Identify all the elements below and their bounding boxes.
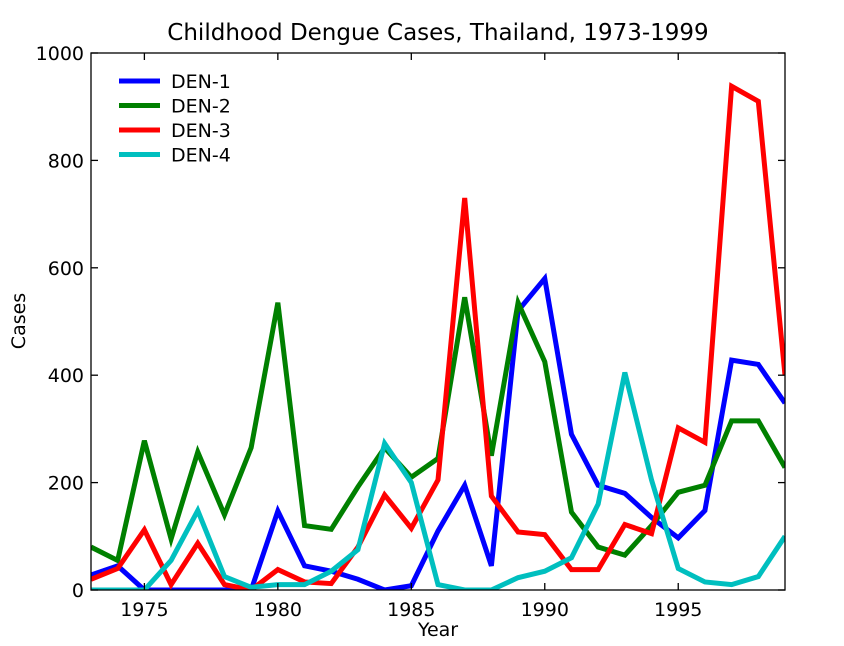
x-tick-label: 1980 bbox=[254, 599, 302, 621]
y-tick-label: 0 bbox=[72, 580, 84, 602]
plot-frame bbox=[90, 52, 786, 591]
x-tick-label: 1985 bbox=[387, 599, 435, 621]
plot-series bbox=[91, 82, 785, 590]
series-line-den-3 bbox=[91, 82, 785, 590]
y-tick-label: 800 bbox=[48, 150, 84, 172]
x-axis-label: Year bbox=[417, 619, 458, 641]
y-tick-label: 600 bbox=[48, 258, 84, 280]
x-tick-label: 1990 bbox=[521, 599, 569, 621]
legend-label-den-1: DEN-1 bbox=[171, 71, 231, 93]
legend-label-den-2: DEN-2 bbox=[171, 96, 231, 118]
legend-label-den-4: DEN-4 bbox=[171, 145, 231, 167]
legend-label-den-3: DEN-3 bbox=[171, 120, 231, 142]
x-tick-label: 1995 bbox=[654, 599, 702, 621]
y-axis-label: Cases bbox=[8, 293, 30, 349]
y-tick-label: 1000 bbox=[36, 43, 84, 65]
chart-title: Childhood Dengue Cases, Thailand, 1973-1… bbox=[167, 20, 708, 46]
axis-ticks: 1975 1980 1985 1990 1995 0 200 400 600 800 1000 bbox=[36, 43, 785, 621]
x-tick-label: 1975 bbox=[120, 599, 168, 621]
y-tick-label: 400 bbox=[48, 365, 84, 387]
series-line-den-4 bbox=[91, 371, 785, 590]
y-tick-label: 200 bbox=[48, 473, 84, 495]
